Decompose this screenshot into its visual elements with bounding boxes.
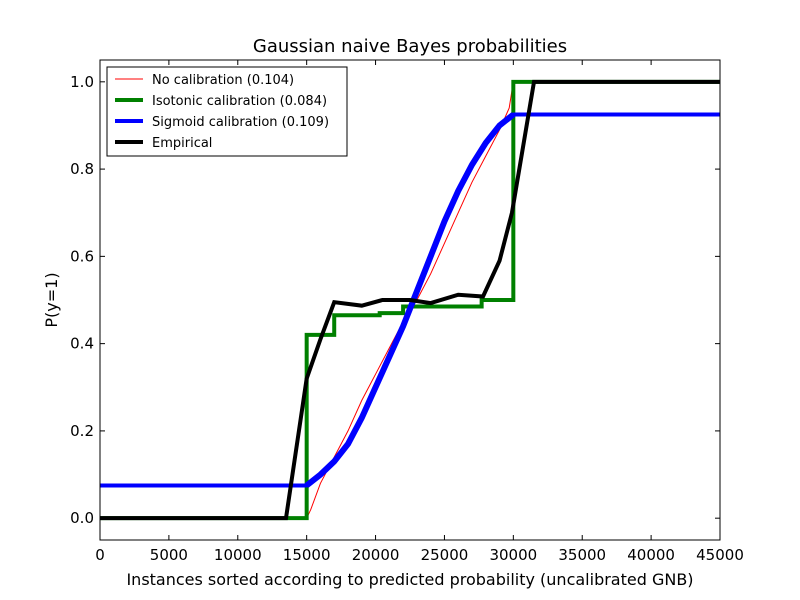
legend-label: No calibration (0.104) xyxy=(152,73,294,88)
y-tick-label: 0.8 xyxy=(70,160,94,178)
y-axis-label: P(y=1) xyxy=(42,272,61,327)
y-tick-label: 1.0 xyxy=(70,73,94,91)
x-tick-label: 40000 xyxy=(627,546,675,564)
series-layer xyxy=(100,79,720,521)
x-tick-label: 45000 xyxy=(696,546,744,564)
series-line-isotonic xyxy=(100,79,720,521)
legend-label: Sigmoid calibration (0.109) xyxy=(152,115,329,130)
x-axis-ticks: 0 5000 10000 15000 20000 25000 30000 35000 40000… xyxy=(95,60,744,564)
y-tick-label: 0.0 xyxy=(70,509,94,527)
y-axis-ticks: 0.0 0.2 0.4 0.6 0.8 1.0 xyxy=(70,73,720,527)
x-axis-label: Instances sorted according to predicted … xyxy=(126,570,693,589)
y-tick-label: 0.2 xyxy=(70,422,94,440)
series-line-empirical xyxy=(100,79,720,521)
y-tick-label: 0.6 xyxy=(70,247,94,265)
x-tick-label: 35000 xyxy=(558,546,606,564)
x-tick-label: 10000 xyxy=(214,546,262,564)
legend-label: Isotonic calibration (0.084) xyxy=(152,94,327,109)
series-line-sigmoid-band xyxy=(304,112,516,488)
legend-label: Empirical xyxy=(152,136,212,151)
legend-entries: No calibration (0.104) Isotonic calibrati… xyxy=(115,73,329,151)
legend-box xyxy=(106,66,348,157)
chart-title: Gaussian naive Bayes probabilities xyxy=(253,36,567,57)
x-tick-label: 30000 xyxy=(489,546,537,564)
x-tick-label: 0 xyxy=(95,546,105,564)
plot-area: 0 5000 10000 15000 20000 25000 30000 35000 40000… xyxy=(70,59,744,564)
x-tick-label: 5000 xyxy=(150,546,188,564)
x-tick-label: 25000 xyxy=(421,546,469,564)
axes-frame xyxy=(99,59,721,541)
x-tick-label: 15000 xyxy=(283,546,331,564)
x-tick-label: 20000 xyxy=(352,546,400,564)
legend: No calibration (0.104) Isotonic calibrati… xyxy=(106,66,348,157)
y-tick-label: 0.4 xyxy=(70,335,94,353)
